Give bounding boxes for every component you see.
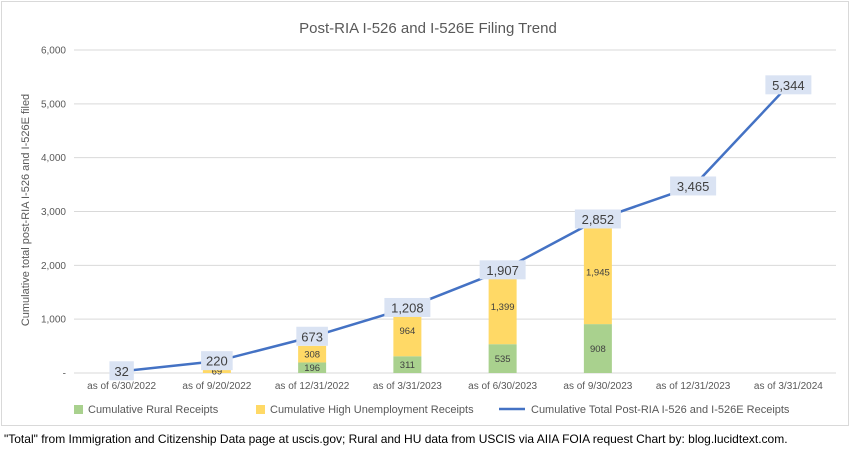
bar-data-label: 196 [304, 363, 320, 374]
bar-rural [393, 356, 422, 373]
line-data-label: 673 [301, 329, 323, 344]
line-data-label: 220 [206, 354, 228, 369]
x-tick-label: as of 3/31/2024 [754, 381, 823, 392]
line-label-box [765, 75, 812, 95]
chart-title: Post-RIA I-526 and I-526E Filing Trend [299, 20, 557, 37]
bar-high-unemployment [488, 268, 517, 345]
bar-rural [583, 324, 612, 373]
y-tick-label: 5,000 [41, 99, 66, 110]
source-note: "Total" from Immigration and Citizenship… [4, 432, 788, 446]
y-tick-label: - [63, 369, 66, 380]
line-data-label: 32 [114, 364, 128, 379]
bar-data-label: 308 [304, 350, 320, 361]
bar-data-label: 1,945 [586, 267, 610, 278]
line-label-box [201, 351, 233, 371]
x-axis-ticks: as of 6/30/2022 as of 9/20/2022 as of 12/3… [87, 381, 823, 392]
line-data-labels: 32 220 673 1,208 1,907 2,852 3,465 5,344 [109, 75, 812, 381]
legend-swatch [74, 405, 83, 414]
x-tick-label: as of 9/30/2023 [563, 381, 632, 392]
y-tick-label: 2,000 [41, 261, 66, 272]
x-tick-label: as of 6/30/2023 [468, 381, 537, 392]
line-data-label: 1,208 [391, 300, 424, 315]
chart-area: Post-RIA I-526 and I-526E Filing Trend -… [1, 1, 849, 426]
x-tick-label: as of 12/31/2023 [656, 381, 731, 392]
bar-data-labels: 69 196 308 311 964 535 1,399 908 1,945 [212, 267, 610, 377]
bar-data-label: 535 [495, 354, 511, 365]
chart-svg: Post-RIA I-526 and I-526E Filing Trend -… [20, 20, 836, 416]
x-tick-label: as of 9/20/2022 [182, 381, 251, 392]
legend: Cumulative Rural Receipts Cumulative High… [74, 404, 790, 416]
bar-data-label: 964 [399, 326, 415, 337]
bar-rural [488, 344, 517, 373]
line-data-label: 2,852 [582, 212, 615, 227]
x-tick-label: as of 6/30/2022 [87, 381, 156, 392]
gridlines [74, 49, 836, 374]
y-tick-label: 4,000 [41, 153, 66, 164]
bar-data-label: 1,399 [491, 302, 515, 313]
bar-data-label: 69 [212, 367, 223, 378]
x-tick-label: as of 12/31/2022 [275, 381, 350, 392]
line-label-box [574, 209, 621, 229]
bar-high-unemployment [202, 369, 231, 373]
y-axis-label: Cumulative total post-RIA I-526 and I-52… [20, 94, 32, 326]
bar-high-unemployment [298, 345, 327, 363]
bar-rural [298, 362, 327, 373]
line-data-label: 5,344 [772, 78, 805, 93]
legend-swatch [256, 405, 265, 414]
bar-data-label: 311 [400, 360, 415, 371]
bar-data-label: 908 [590, 344, 606, 355]
legend-label: Cumulative Total Post-RIA I-526 and I-52… [531, 404, 790, 416]
total-line-series [120, 84, 790, 373]
bar-high-unemployment [583, 219, 612, 325]
y-axis-ticks: - 1,000 2,000 3,000 4,000 5,000 6,000 [41, 46, 66, 380]
line-label-box [109, 361, 134, 381]
y-tick-label: 3,000 [41, 207, 66, 218]
line-data-label: 1,907 [486, 263, 519, 278]
legend-label: Cumulative Rural Receipts [88, 404, 219, 416]
x-tick-label: as of 3/31/2023 [373, 381, 442, 392]
line-label-box [670, 176, 717, 196]
y-tick-label: 1,000 [41, 315, 66, 326]
line-label-box [479, 260, 526, 280]
y-tick-label: 6,000 [41, 46, 66, 57]
total-line [120, 84, 790, 373]
legend-label: Cumulative High Unemployment Receipts [270, 404, 474, 416]
line-label-box [296, 326, 328, 346]
line-label-box [384, 297, 431, 317]
line-data-label: 3,465 [677, 179, 710, 194]
